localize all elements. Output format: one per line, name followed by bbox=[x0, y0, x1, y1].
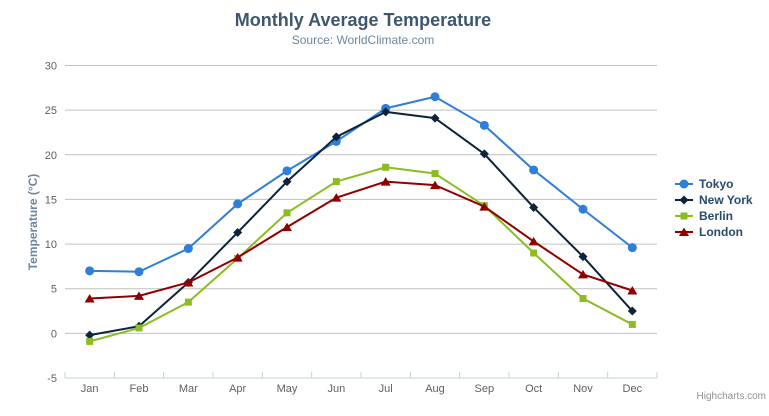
y-tick-label: 20 bbox=[45, 150, 57, 162]
chart-title: Monthly Average Temperature bbox=[234, 10, 492, 30]
legend-item-label: New York bbox=[699, 192, 753, 207]
series-line-berlin[interactable] bbox=[88, 166, 634, 343]
x-tick-label: Apr bbox=[229, 383, 246, 395]
y-tick-label: -5 bbox=[47, 373, 57, 385]
x-tick-label: Aug bbox=[425, 383, 445, 395]
marker-london[interactable] bbox=[84, 294, 95, 303]
legend-item-label: London bbox=[699, 224, 743, 239]
marker-berlin[interactable] bbox=[184, 298, 192, 306]
marker-new-york[interactable] bbox=[282, 177, 292, 187]
chart-subtitle: Source: WorldClimate.com bbox=[291, 33, 435, 47]
marker-new-york[interactable] bbox=[529, 202, 539, 212]
marker-tokyo[interactable] bbox=[479, 120, 489, 130]
legend-symbol-tokyo[interactable] bbox=[679, 179, 689, 188]
marker-tokyo[interactable] bbox=[529, 165, 539, 175]
marker-new-york[interactable] bbox=[85, 330, 95, 340]
legend-item-label: Berlin bbox=[699, 208, 734, 223]
x-tick-label: May bbox=[277, 383, 298, 395]
marker-new-york[interactable] bbox=[381, 107, 391, 117]
marker-tokyo[interactable] bbox=[85, 266, 95, 276]
legend-marker-london bbox=[675, 227, 693, 236]
legend-item-london[interactable]: London bbox=[674, 224, 753, 239]
marker-berlin[interactable] bbox=[530, 249, 538, 257]
marker-tokyo[interactable] bbox=[578, 204, 588, 214]
marker-berlin[interactable] bbox=[332, 178, 340, 186]
x-tick-label: Jul bbox=[379, 383, 393, 395]
marker-new-york[interactable] bbox=[331, 132, 341, 142]
marker-tokyo[interactable] bbox=[627, 243, 637, 253]
x-tick-label: Mar bbox=[179, 383, 198, 395]
legend-item-tokyo[interactable]: Tokyo bbox=[674, 176, 753, 191]
legend-marker-tokyo bbox=[675, 179, 693, 188]
y-tick-label: 0 bbox=[51, 328, 57, 340]
legend-item-berlin[interactable]: Berlin bbox=[674, 208, 753, 223]
marker-london[interactable] bbox=[479, 202, 490, 211]
y-tick-label: 10 bbox=[45, 239, 57, 251]
legend-item-new-york[interactable]: New York bbox=[674, 192, 753, 207]
legend-marker-berlin bbox=[675, 212, 693, 219]
marker-london[interactable] bbox=[430, 180, 440, 190]
y-tick-label: 15 bbox=[45, 194, 57, 206]
series-line-tokyo[interactable] bbox=[88, 95, 634, 273]
series-line-new-york[interactable] bbox=[88, 110, 634, 337]
marker-new-york[interactable] bbox=[430, 113, 440, 123]
x-tick-label: Jan bbox=[81, 383, 99, 395]
marker-berlin[interactable] bbox=[86, 337, 94, 345]
x-tick-label: Oct bbox=[525, 383, 542, 395]
marker-london[interactable] bbox=[282, 222, 292, 232]
marker-london[interactable] bbox=[183, 277, 194, 287]
x-tick-label: Dec bbox=[623, 383, 643, 395]
marker-new-york[interactable] bbox=[578, 252, 588, 262]
marker-london[interactable] bbox=[232, 252, 243, 262]
legend-symbol-london[interactable] bbox=[679, 227, 689, 236]
legend-symbol-berlin[interactable] bbox=[680, 212, 688, 219]
marker-tokyo[interactable] bbox=[430, 92, 440, 102]
marker-new-york[interactable] bbox=[233, 227, 243, 237]
marker-berlin[interactable] bbox=[628, 320, 636, 328]
marker-tokyo[interactable] bbox=[183, 244, 193, 254]
marker-new-york[interactable] bbox=[627, 306, 637, 316]
marker-berlin[interactable] bbox=[135, 324, 143, 332]
series-line-london[interactable] bbox=[88, 180, 634, 300]
legend-item-label: Tokyo bbox=[699, 176, 734, 191]
legend: Tokyo New York Berlin London bbox=[674, 176, 753, 239]
x-tick-label: Feb bbox=[130, 383, 149, 395]
y-tick-label: 25 bbox=[45, 105, 57, 117]
marker-london[interactable] bbox=[578, 269, 588, 279]
marker-london[interactable] bbox=[134, 291, 144, 300]
marker-berlin[interactable] bbox=[431, 170, 439, 178]
y-tick-label: 5 bbox=[51, 284, 57, 296]
marker-london[interactable] bbox=[627, 286, 638, 295]
marker-tokyo[interactable] bbox=[282, 166, 292, 176]
marker-london[interactable] bbox=[331, 193, 342, 202]
marker-london[interactable] bbox=[528, 236, 539, 246]
marker-tokyo[interactable] bbox=[233, 199, 243, 209]
legend-symbol-new-york[interactable] bbox=[679, 195, 689, 204]
marker-berlin[interactable] bbox=[382, 163, 390, 171]
y-tick-label: 30 bbox=[45, 61, 57, 73]
marker-new-york[interactable] bbox=[479, 149, 489, 159]
legend-marker-new-york bbox=[675, 195, 693, 204]
marker-tokyo[interactable] bbox=[134, 267, 144, 277]
x-tick-label: Jun bbox=[327, 383, 345, 395]
credits-link[interactable]: Highcharts.com bbox=[696, 391, 766, 402]
marker-london[interactable] bbox=[380, 177, 391, 186]
x-tick-label: Nov bbox=[573, 383, 593, 395]
marker-berlin[interactable] bbox=[283, 209, 291, 217]
x-tick-label: Sep bbox=[475, 383, 495, 395]
marker-berlin[interactable] bbox=[579, 295, 587, 303]
